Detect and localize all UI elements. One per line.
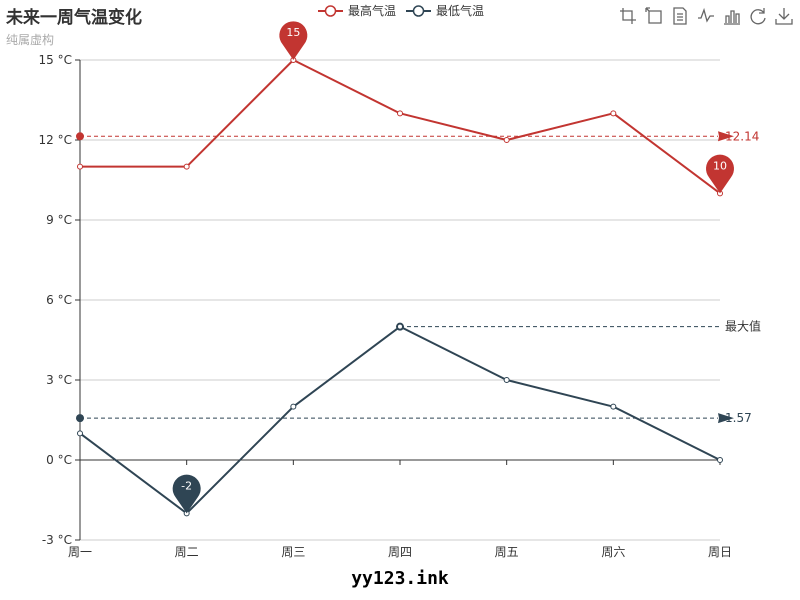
data-point bbox=[397, 110, 403, 117]
legend: 最高气温 最低气温 bbox=[318, 2, 484, 19]
legend-label-high: 最高气温 bbox=[348, 4, 397, 18]
bar-chart-button[interactable] bbox=[722, 6, 742, 26]
data-view-button[interactable] bbox=[670, 6, 690, 26]
max-line-label: 最大值 bbox=[725, 319, 761, 334]
mark-point-label: 15 bbox=[286, 26, 300, 39]
area-zoom-icon bbox=[620, 8, 636, 24]
y-tick-label: 12 °C bbox=[39, 133, 72, 147]
mark-point-pin bbox=[172, 474, 201, 514]
average-line-arrow bbox=[718, 413, 734, 424]
data-point bbox=[290, 403, 297, 410]
area-zoom-button[interactable] bbox=[618, 6, 638, 26]
zoom-reset-button[interactable] bbox=[644, 6, 664, 26]
mark-point-label: 10 bbox=[713, 159, 727, 172]
data-view-icon bbox=[673, 7, 687, 25]
zoom-reset-icon bbox=[645, 7, 662, 24]
toolbox bbox=[618, 6, 794, 26]
line-chart-icon bbox=[698, 7, 714, 23]
y-tick-label: -3 °C bbox=[42, 533, 72, 547]
bar-chart-icon bbox=[724, 10, 740, 25]
line-chart-button[interactable] bbox=[696, 6, 716, 26]
chart-title: 未来一周气温变化 bbox=[6, 8, 142, 28]
x-tick-label: 周二 bbox=[175, 545, 199, 559]
average-line-label: 1.57 bbox=[725, 411, 752, 425]
legend-item-high[interactable]: 最高气温 bbox=[318, 2, 396, 19]
average-line-start bbox=[76, 132, 84, 141]
mark-point-label: -2 bbox=[181, 479, 192, 492]
y-tick-label: 15 °C bbox=[39, 53, 72, 67]
legend-label-low: 最低气温 bbox=[436, 4, 485, 18]
y-tick-label: 6 °C bbox=[46, 293, 72, 307]
watermark: yy123.ink bbox=[351, 568, 449, 589]
data-point bbox=[183, 163, 190, 170]
data-point bbox=[503, 377, 510, 383]
mark-point-pin bbox=[279, 21, 308, 60]
y-tick-label: 3 °C bbox=[46, 373, 72, 387]
legend-item-low[interactable]: 最低气温 bbox=[406, 2, 484, 19]
average-line-label: 12.14 bbox=[725, 129, 759, 143]
x-tick-label: 周日 bbox=[708, 545, 732, 559]
x-tick-label: 周三 bbox=[281, 545, 305, 559]
legend-low-icon bbox=[406, 4, 432, 17]
restore-button[interactable] bbox=[748, 6, 768, 26]
x-tick-label: 周五 bbox=[495, 545, 519, 559]
series-line bbox=[80, 59, 721, 195]
data-point bbox=[397, 323, 403, 330]
mark-point-pin bbox=[706, 154, 734, 194]
data-point bbox=[77, 430, 83, 437]
y-tick-label: 9 °C bbox=[46, 213, 72, 227]
data-point bbox=[717, 457, 723, 463]
data-point bbox=[610, 110, 617, 117]
data-point bbox=[503, 137, 510, 143]
legend-high-icon bbox=[318, 4, 343, 17]
data-point bbox=[610, 403, 617, 410]
x-tick-label: 周六 bbox=[601, 545, 625, 559]
save-image-icon bbox=[775, 8, 793, 25]
y-tick-label: 0 °C bbox=[46, 453, 72, 467]
chart-subtitle: 纯属虚构 bbox=[6, 33, 55, 47]
average-line-arrow bbox=[718, 131, 734, 142]
save-image-button[interactable] bbox=[774, 6, 794, 26]
x-tick-label: 周四 bbox=[388, 545, 412, 559]
average-line-start bbox=[76, 414, 84, 423]
data-point bbox=[77, 163, 83, 170]
x-tick-label: 周一 bbox=[68, 545, 92, 559]
restore-icon bbox=[750, 8, 766, 25]
